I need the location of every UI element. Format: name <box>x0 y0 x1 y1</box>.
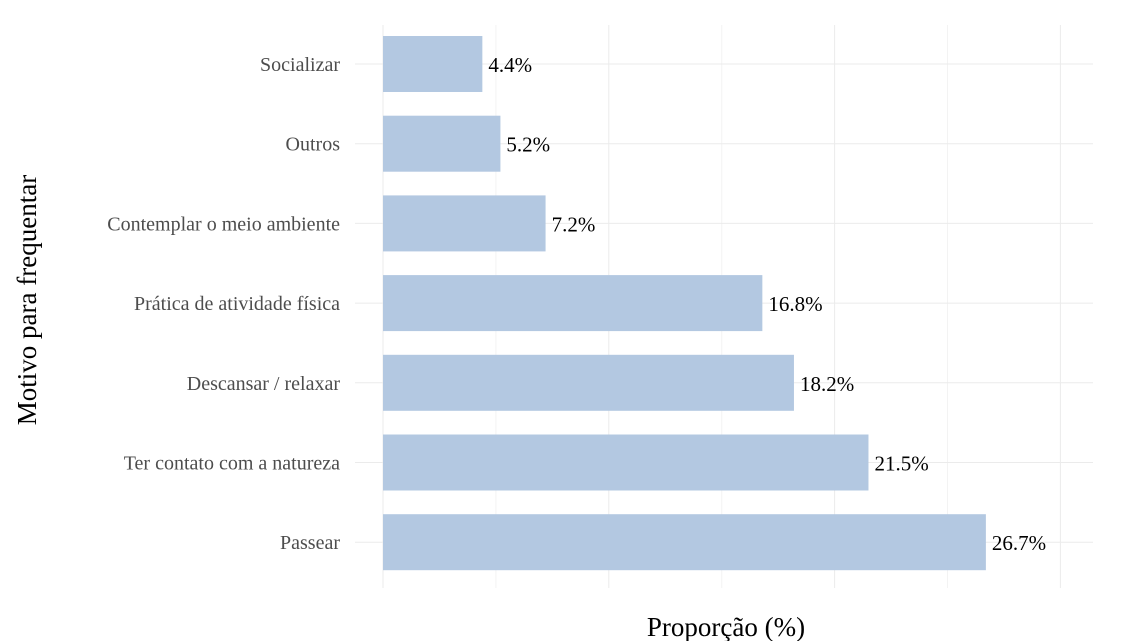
value-labels: 4.4% 5.2% 7.2% 16.8% 18.2% 21.5% 26.7% <box>488 53 1046 555</box>
bar <box>383 354 794 411</box>
value-label: 4.4% <box>488 53 532 77</box>
value-label: 21.5% <box>874 452 928 476</box>
bars <box>383 36 986 571</box>
category-label: Prática de atividade física <box>134 293 340 315</box>
value-label: 5.2% <box>506 133 550 157</box>
category-label: Socializar <box>260 54 340 76</box>
value-label: 16.8% <box>768 292 822 316</box>
bar <box>383 115 501 172</box>
value-label: 26.7% <box>992 531 1046 555</box>
bar <box>383 275 763 332</box>
value-label: 7.2% <box>552 212 596 236</box>
category-label: Passear <box>280 532 340 554</box>
category-label: Outros <box>286 134 341 156</box>
value-label: 18.2% <box>800 372 854 396</box>
bar <box>383 195 546 252</box>
bar <box>383 514 986 571</box>
y-axis-title: Motivo para frequentar <box>12 175 42 425</box>
bar <box>383 434 869 491</box>
category-label: Contemplar o meio ambiente <box>107 213 340 235</box>
x-axis-title: Proporção (%) <box>647 612 805 641</box>
category-labels: Socializar Outros Contemplar o meio ambien… <box>107 54 340 554</box>
category-label: Ter contato com a natureza <box>124 453 340 475</box>
category-label: Descansar / relaxar <box>187 373 341 395</box>
bar <box>383 36 483 92</box>
